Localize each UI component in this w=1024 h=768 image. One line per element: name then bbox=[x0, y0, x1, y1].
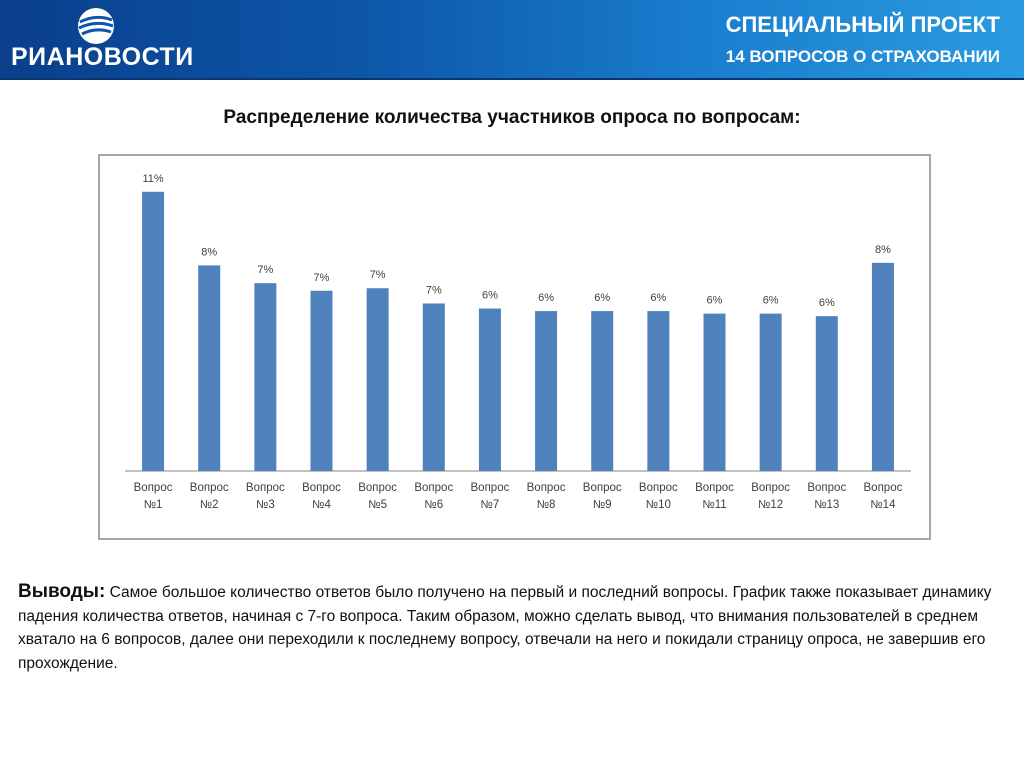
ria-globe-icon bbox=[78, 8, 114, 44]
bar-2 bbox=[198, 265, 221, 471]
x-tick-label-13-line-1: Вопрос bbox=[807, 482, 846, 494]
bar-3 bbox=[254, 283, 277, 471]
x-tick-label-10-line-1: Вопрос bbox=[639, 482, 678, 494]
header-banner: РИАНОВОСТИ СПЕЦИАЛЬНЫЙ ПРОЕКТ 14 ВОПРОСО… bbox=[0, 0, 1024, 80]
project-title: СПЕЦИАЛЬНЫЙ ПРОЕКТ bbox=[725, 12, 1000, 37]
data-label-8: 6% bbox=[538, 292, 554, 304]
x-tick-label-4-line-2: №4 bbox=[312, 499, 331, 511]
bar-8 bbox=[535, 311, 558, 471]
bar-4 bbox=[310, 290, 333, 471]
data-label-5: 7% bbox=[370, 269, 386, 281]
x-tick-label-2-line-1: Вопрос bbox=[190, 482, 229, 494]
x-tick-label-7-line-2: №7 bbox=[481, 499, 500, 511]
x-tick-label-14-line-2: №14 bbox=[870, 499, 896, 511]
x-tick-label-9-line-1: Вопрос bbox=[583, 482, 622, 494]
x-tick-label-12-line-2: №12 bbox=[758, 499, 783, 511]
bar-6 bbox=[422, 303, 445, 471]
conclusions-label: Выводы: bbox=[18, 581, 106, 602]
x-tick-label-4-line-1: Вопрос bbox=[302, 482, 341, 494]
data-label-10: 6% bbox=[650, 292, 666, 304]
data-label-14: 8% bbox=[875, 244, 891, 256]
x-tick-label-1-line-1: Вопрос bbox=[134, 482, 173, 494]
conclusions-block: Выводы: Самое большое количество ответов… bbox=[18, 580, 1008, 675]
conclusions-text: Самое большое количество ответов было по… bbox=[18, 584, 992, 672]
x-tick-label-2-line-2: №2 bbox=[200, 499, 219, 511]
bar-9 bbox=[591, 311, 614, 471]
x-tick-label-11-line-2: №11 bbox=[702, 499, 726, 511]
data-label-12: 6% bbox=[763, 295, 779, 307]
x-tick-label-7-line-1: Вопрос bbox=[471, 482, 510, 494]
data-label-9: 6% bbox=[594, 292, 610, 304]
data-label-11: 6% bbox=[707, 295, 723, 307]
bar-1 bbox=[142, 191, 165, 471]
bar-11 bbox=[703, 313, 726, 471]
chart-heading: Распределение количества участников опро… bbox=[223, 107, 801, 128]
x-tick-label-14-line-1: Вопрос bbox=[864, 482, 903, 494]
x-tick-label-13-line-2: №13 bbox=[814, 499, 839, 511]
x-tick-label-6-line-2: №6 bbox=[424, 499, 443, 511]
data-label-6: 7% bbox=[426, 284, 442, 296]
x-tick-label-11-line-1: Вопрос bbox=[695, 482, 734, 494]
x-tick-label-5-line-2: №5 bbox=[368, 499, 387, 511]
project-subtitle: 14 ВОПРОСОВ О СТРАХОВАНИИ bbox=[725, 47, 1000, 66]
bar-7 bbox=[478, 308, 501, 471]
x-tick-label-3-line-2: №3 bbox=[256, 499, 275, 511]
data-label-7: 6% bbox=[482, 290, 498, 302]
x-tick-label-1-line-2: №1 bbox=[144, 499, 163, 511]
x-tick-label-8-line-1: Вопрос bbox=[527, 482, 566, 494]
bar-14 bbox=[871, 262, 894, 471]
x-tick-label-9-line-2: №9 bbox=[593, 499, 612, 511]
x-tick-label-10-line-2: №10 bbox=[646, 499, 671, 511]
x-tick-label-5-line-1: Вопрос bbox=[358, 482, 397, 494]
chart-container: 11% Вопрос №1 8% Вопрос №2 7% Вопрос №3 7% Вопрос №… bbox=[98, 154, 931, 540]
data-label-13: 6% bbox=[819, 297, 835, 309]
data-label-1: 11% bbox=[142, 173, 163, 185]
x-tick-label-8-line-2: №8 bbox=[537, 499, 556, 511]
x-tick-label-3-line-1: Вопрос bbox=[246, 482, 285, 494]
bar-chart: 11% Вопрос №1 8% Вопрос №2 7% Вопрос №3 7% Вопрос №… bbox=[125, 173, 911, 511]
data-label-3: 7% bbox=[257, 264, 273, 276]
logo-text: РИАНОВОСТИ bbox=[11, 43, 194, 71]
bar-13 bbox=[815, 316, 838, 471]
bar-12 bbox=[759, 313, 782, 471]
x-tick-label-6-line-1: Вопрос bbox=[414, 482, 453, 494]
bar-5 bbox=[366, 288, 389, 471]
data-label-4: 7% bbox=[314, 272, 330, 284]
x-tick-label-12-line-1: Вопрос bbox=[751, 482, 790, 494]
bar-10 bbox=[647, 311, 670, 471]
data-label-2: 8% bbox=[201, 246, 217, 258]
